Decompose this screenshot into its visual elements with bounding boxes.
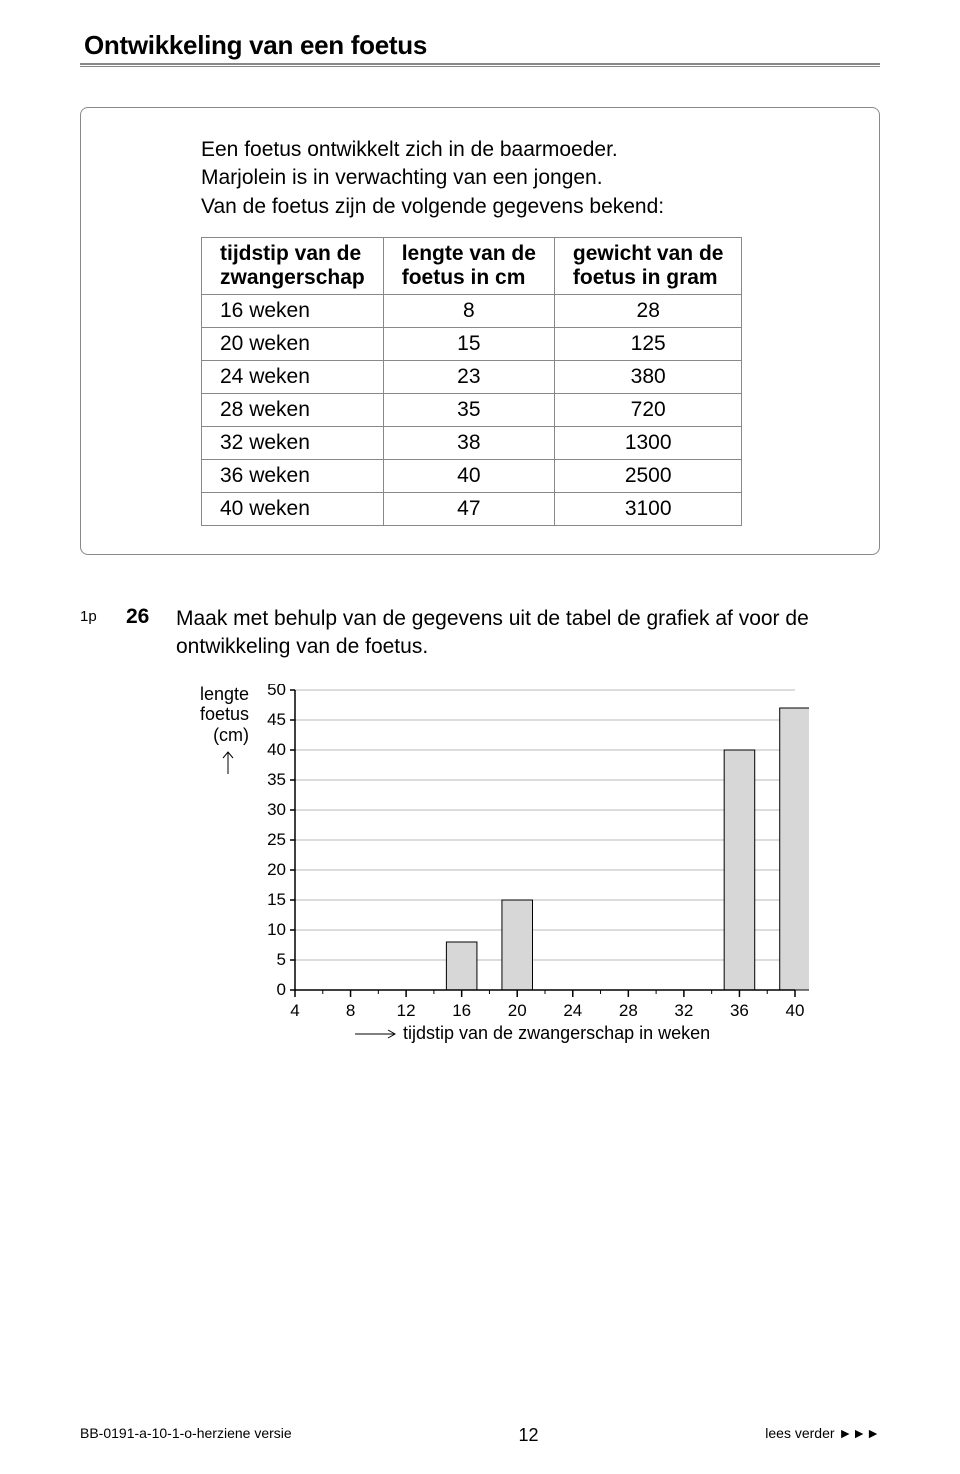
table-header-col2: lengte van de foetus in cm bbox=[383, 238, 554, 295]
y-label-line2: foetus bbox=[200, 704, 249, 724]
table-header-col3: gewicht van de foetus in gram bbox=[554, 238, 742, 295]
table-cell: 35 bbox=[383, 394, 554, 427]
table-cell: 28 bbox=[554, 295, 742, 328]
table-row: 40 weken473100 bbox=[202, 493, 742, 526]
question-row: 1p 26 Maak met behulp van de gegevens ui… bbox=[80, 605, 880, 662]
footer-right: lees verder ►►► bbox=[765, 1425, 880, 1446]
y-label-line1: lengte bbox=[200, 684, 249, 704]
table-row: 20 weken15125 bbox=[202, 328, 742, 361]
data-table: tijdstip van de zwangerschap lengte van … bbox=[201, 237, 742, 526]
svg-text:20: 20 bbox=[508, 1001, 527, 1020]
table-cell: 47 bbox=[383, 493, 554, 526]
table-cell: 2500 bbox=[554, 460, 742, 493]
table-row: 28 weken35720 bbox=[202, 394, 742, 427]
question-text: Maak met behulp van de gegevens uit de t… bbox=[176, 605, 880, 662]
section-title: Ontwikkeling van een foetus bbox=[80, 30, 880, 61]
svg-text:5: 5 bbox=[277, 950, 286, 969]
table-row: 32 weken381300 bbox=[202, 427, 742, 460]
svg-text:0: 0 bbox=[277, 980, 286, 999]
intro-line-3: Van de foetus zijn de volgende gegevens … bbox=[201, 195, 664, 218]
chart-svg-wrap: 0 5 10 15 20 25 30 35 40 45 50 4 8 12 16 20 24 28 32 36 40 ti… bbox=[255, 684, 809, 1055]
question-number: 26 bbox=[126, 605, 158, 629]
table-cell: 720 bbox=[554, 394, 742, 427]
svg-text:25: 25 bbox=[267, 830, 286, 849]
table-cell: 40 weken bbox=[202, 493, 384, 526]
svg-text:40: 40 bbox=[786, 1001, 805, 1020]
table-cell: 3100 bbox=[554, 493, 742, 526]
table-cell: 38 bbox=[383, 427, 554, 460]
title-underline bbox=[80, 63, 880, 67]
y-label-line3: (cm) bbox=[213, 725, 249, 745]
section-title-block: Ontwikkeling van een foetus bbox=[80, 30, 880, 67]
y-axis-arrow-icon bbox=[200, 748, 255, 781]
svg-text:8: 8 bbox=[346, 1001, 355, 1020]
svg-text:16: 16 bbox=[452, 1001, 471, 1020]
svg-text:20: 20 bbox=[267, 860, 286, 879]
table-cell: 125 bbox=[554, 328, 742, 361]
table-row: 24 weken23380 bbox=[202, 361, 742, 394]
svg-text:30: 30 bbox=[267, 800, 286, 819]
table-cell: 23 bbox=[383, 361, 554, 394]
table-row: 36 weken402500 bbox=[202, 460, 742, 493]
table-cell: 36 weken bbox=[202, 460, 384, 493]
table-cell: 40 bbox=[383, 460, 554, 493]
question-points: 1p bbox=[80, 605, 108, 625]
page-footer: BB-0191-a-10-1-o-herziene versie 12 lees… bbox=[80, 1425, 880, 1446]
svg-text:4: 4 bbox=[290, 1001, 299, 1020]
svg-text:28: 28 bbox=[619, 1001, 638, 1020]
table-cell: 20 weken bbox=[202, 328, 384, 361]
intro-line-2: Marjolein is in verwachting van een jong… bbox=[201, 166, 603, 189]
svg-text:45: 45 bbox=[267, 710, 286, 729]
y-axis-label-block: lengte foetus (cm) bbox=[200, 684, 255, 781]
footer-left: BB-0191-a-10-1-o-herziene versie bbox=[80, 1425, 292, 1446]
svg-text:50: 50 bbox=[267, 684, 286, 699]
intro-line: Een foetus ontwikkelt zich in de baarmoe… bbox=[201, 136, 851, 221]
footer-page-number: 12 bbox=[518, 1425, 538, 1446]
svg-text:40: 40 bbox=[267, 740, 286, 759]
svg-text:36: 36 bbox=[730, 1001, 749, 1020]
table-row: 16 weken828 bbox=[202, 295, 742, 328]
table-cell: 380 bbox=[554, 361, 742, 394]
table-cell: 24 weken bbox=[202, 361, 384, 394]
intro-box: Een foetus ontwikkelt zich in de baarmoe… bbox=[80, 107, 880, 555]
table-cell: 16 weken bbox=[202, 295, 384, 328]
svg-text:32: 32 bbox=[674, 1001, 693, 1020]
table-header-col1: tijdstip van de zwangerschap bbox=[202, 238, 384, 295]
table-cell: 32 weken bbox=[202, 427, 384, 460]
svg-text:10: 10 bbox=[267, 920, 286, 939]
table-cell: 1300 bbox=[554, 427, 742, 460]
svg-text:tijdstip van de zwangerschap i: tijdstip van de zwangerschap in weken bbox=[403, 1023, 710, 1043]
table-cell: 28 weken bbox=[202, 394, 384, 427]
svg-text:15: 15 bbox=[267, 890, 286, 909]
chart-container: lengte foetus (cm) 0 5 10 15 20 25 30 35 40 45 50 4… bbox=[200, 684, 880, 1055]
svg-text:24: 24 bbox=[563, 1001, 582, 1020]
table-cell: 8 bbox=[383, 295, 554, 328]
bar-chart: 0 5 10 15 20 25 30 35 40 45 50 4 8 12 16 20 24 28 32 36 40 ti… bbox=[255, 684, 809, 1050]
svg-text:35: 35 bbox=[267, 770, 286, 789]
intro-line-1: Een foetus ontwikkelt zich in de baarmoe… bbox=[201, 138, 618, 161]
svg-text:12: 12 bbox=[397, 1001, 416, 1020]
table-cell: 15 bbox=[383, 328, 554, 361]
